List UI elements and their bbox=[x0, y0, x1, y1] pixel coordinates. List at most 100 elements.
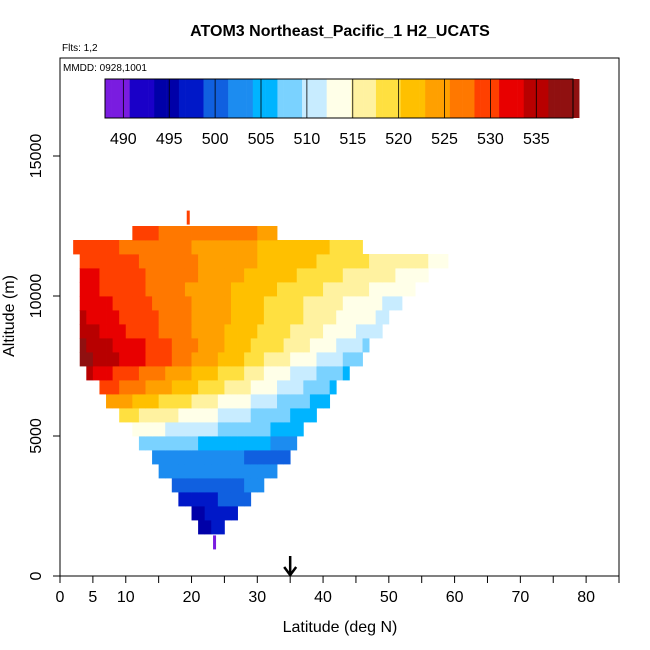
heatmap-cell bbox=[138, 268, 146, 283]
heatmap-cell bbox=[112, 254, 120, 269]
heatmap-cell bbox=[165, 226, 173, 241]
x-tick-label: 70 bbox=[511, 589, 529, 606]
heatmap-cell bbox=[165, 422, 173, 437]
heatmap-cell bbox=[152, 366, 160, 381]
latitude-arrow bbox=[283, 556, 298, 578]
heatmap-cell bbox=[309, 380, 317, 395]
heatmap-cell bbox=[217, 366, 225, 381]
heatmap-cell bbox=[198, 464, 206, 479]
heatmap-cell bbox=[211, 408, 219, 423]
heatmap-cell bbox=[244, 268, 252, 283]
heatmap-cell bbox=[191, 226, 199, 241]
colorbar-swatch bbox=[456, 79, 463, 118]
heatmap-cell bbox=[336, 338, 344, 353]
heatmap-cell bbox=[244, 296, 252, 311]
heatmap-cell bbox=[277, 282, 284, 297]
heatmap-cell bbox=[178, 436, 186, 451]
heatmap-cell bbox=[204, 366, 212, 381]
heatmap-cell bbox=[270, 226, 278, 241]
heatmap-cell bbox=[309, 268, 317, 283]
heatmap-cell bbox=[244, 254, 252, 269]
heatmap-cell bbox=[211, 352, 219, 367]
heatmap-cell bbox=[171, 366, 179, 381]
heatmap-cell bbox=[382, 254, 390, 269]
heatmap-cell bbox=[329, 310, 337, 325]
heatmap-cell bbox=[217, 506, 225, 521]
heatmap-cell bbox=[230, 240, 238, 255]
heatmap-cell bbox=[237, 464, 245, 479]
heatmap-cell bbox=[270, 408, 278, 423]
heatmap-cell bbox=[237, 478, 245, 493]
heatmap-cell bbox=[165, 380, 173, 395]
heatmap-cell bbox=[277, 394, 284, 409]
heatmap-cell bbox=[303, 394, 311, 409]
colorbar: 490 495 500 505 510 515 520 525 530 535 bbox=[104, 78, 580, 148]
heatmap-cell bbox=[86, 282, 94, 297]
heatmap-cell bbox=[388, 282, 396, 297]
heatmap-cell bbox=[198, 366, 206, 381]
heatmap-cell bbox=[191, 282, 199, 297]
heatmap-cell bbox=[204, 324, 212, 339]
heatmap-cell bbox=[211, 240, 219, 255]
heatmap-cell bbox=[323, 254, 331, 269]
heatmap-cell bbox=[257, 408, 265, 423]
heatmap-cell bbox=[106, 310, 114, 325]
heatmap-cell bbox=[204, 268, 212, 283]
heatmap-cell bbox=[217, 380, 225, 395]
heatmap-cell bbox=[191, 240, 199, 255]
heatmap-cell bbox=[290, 324, 298, 339]
heatmap-cell bbox=[132, 240, 140, 255]
heatmap-cell bbox=[296, 380, 304, 395]
arrow-head bbox=[283, 566, 298, 578]
heatmap-cell bbox=[263, 296, 271, 311]
heatmap-cell bbox=[277, 436, 284, 451]
colorbar-swatch bbox=[462, 79, 469, 118]
heatmap-cell bbox=[342, 324, 350, 339]
colorbar-swatch bbox=[548, 79, 555, 118]
heatmap-cell bbox=[401, 282, 409, 297]
heatmap-cell bbox=[263, 408, 271, 423]
colorbar-swatch bbox=[560, 79, 568, 118]
heatmap-cell bbox=[79, 240, 87, 255]
heatmap-cell bbox=[237, 366, 245, 381]
heatmap-cell bbox=[329, 240, 337, 255]
heatmap-cell bbox=[257, 324, 265, 339]
heatmap-cell bbox=[283, 450, 291, 465]
heatmap-cell bbox=[171, 408, 179, 423]
heatmap-cell bbox=[277, 352, 284, 367]
heatmap-cell bbox=[211, 310, 219, 325]
colorbar-label: 495 bbox=[156, 131, 183, 148]
colorbar-swatch bbox=[123, 79, 130, 118]
heatmap-cell bbox=[395, 268, 403, 283]
heatmap-cell bbox=[270, 324, 278, 339]
flights-label: Flts: 1,2 bbox=[62, 43, 98, 54]
colorbar-swatch bbox=[320, 79, 327, 118]
plot-frame bbox=[59, 57, 620, 577]
heatmap-cell bbox=[237, 268, 245, 283]
heatmap-cell bbox=[349, 338, 357, 353]
heatmap-cell bbox=[184, 268, 192, 283]
heatmap-cell bbox=[375, 296, 383, 311]
heatmap-cell bbox=[349, 296, 357, 311]
heatmap-cell bbox=[230, 282, 238, 297]
flight-marker bbox=[186, 210, 190, 225]
heatmap-cell bbox=[224, 282, 232, 297]
heatmap-cell bbox=[342, 282, 350, 297]
heatmap-cell bbox=[211, 282, 219, 297]
heatmap-cell bbox=[277, 366, 284, 381]
heatmap-cell bbox=[263, 464, 271, 479]
heatmap-cell bbox=[171, 436, 179, 451]
colorbar-swatch bbox=[529, 79, 537, 118]
heatmap-cell bbox=[178, 268, 186, 283]
heatmap-cell bbox=[230, 478, 238, 493]
heatmap-cell bbox=[237, 226, 245, 241]
heatmap-cell bbox=[184, 450, 192, 465]
heatmap-cell bbox=[283, 282, 291, 297]
x-tick-label: 10 bbox=[117, 589, 135, 606]
heatmap-cell bbox=[316, 268, 324, 283]
heatmap-cell bbox=[99, 282, 107, 297]
heatmap-cell bbox=[106, 296, 114, 311]
heatmap-cell bbox=[79, 254, 87, 269]
heatmap-cell bbox=[217, 450, 225, 465]
heatmap-cell bbox=[198, 296, 206, 311]
